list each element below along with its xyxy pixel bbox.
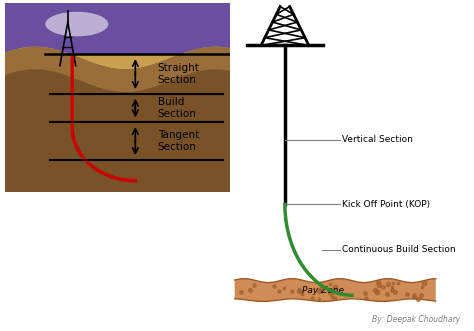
Text: Build
Section: Build Section bbox=[158, 97, 197, 119]
Text: Kick Off Point (KOP): Kick Off Point (KOP) bbox=[342, 200, 430, 209]
Text: Straight
Section: Straight Section bbox=[158, 63, 200, 85]
Text: Vertical Section: Vertical Section bbox=[342, 135, 413, 144]
Text: By: Deepak Choudhary: By: Deepak Choudhary bbox=[372, 315, 460, 324]
Ellipse shape bbox=[45, 12, 108, 36]
Text: Pay Zone: Pay Zone bbox=[302, 286, 344, 295]
Polygon shape bbox=[5, 3, 230, 54]
Text: Continuous Build Section: Continuous Build Section bbox=[342, 245, 456, 254]
Text: Tangent
Section: Tangent Section bbox=[158, 130, 199, 152]
